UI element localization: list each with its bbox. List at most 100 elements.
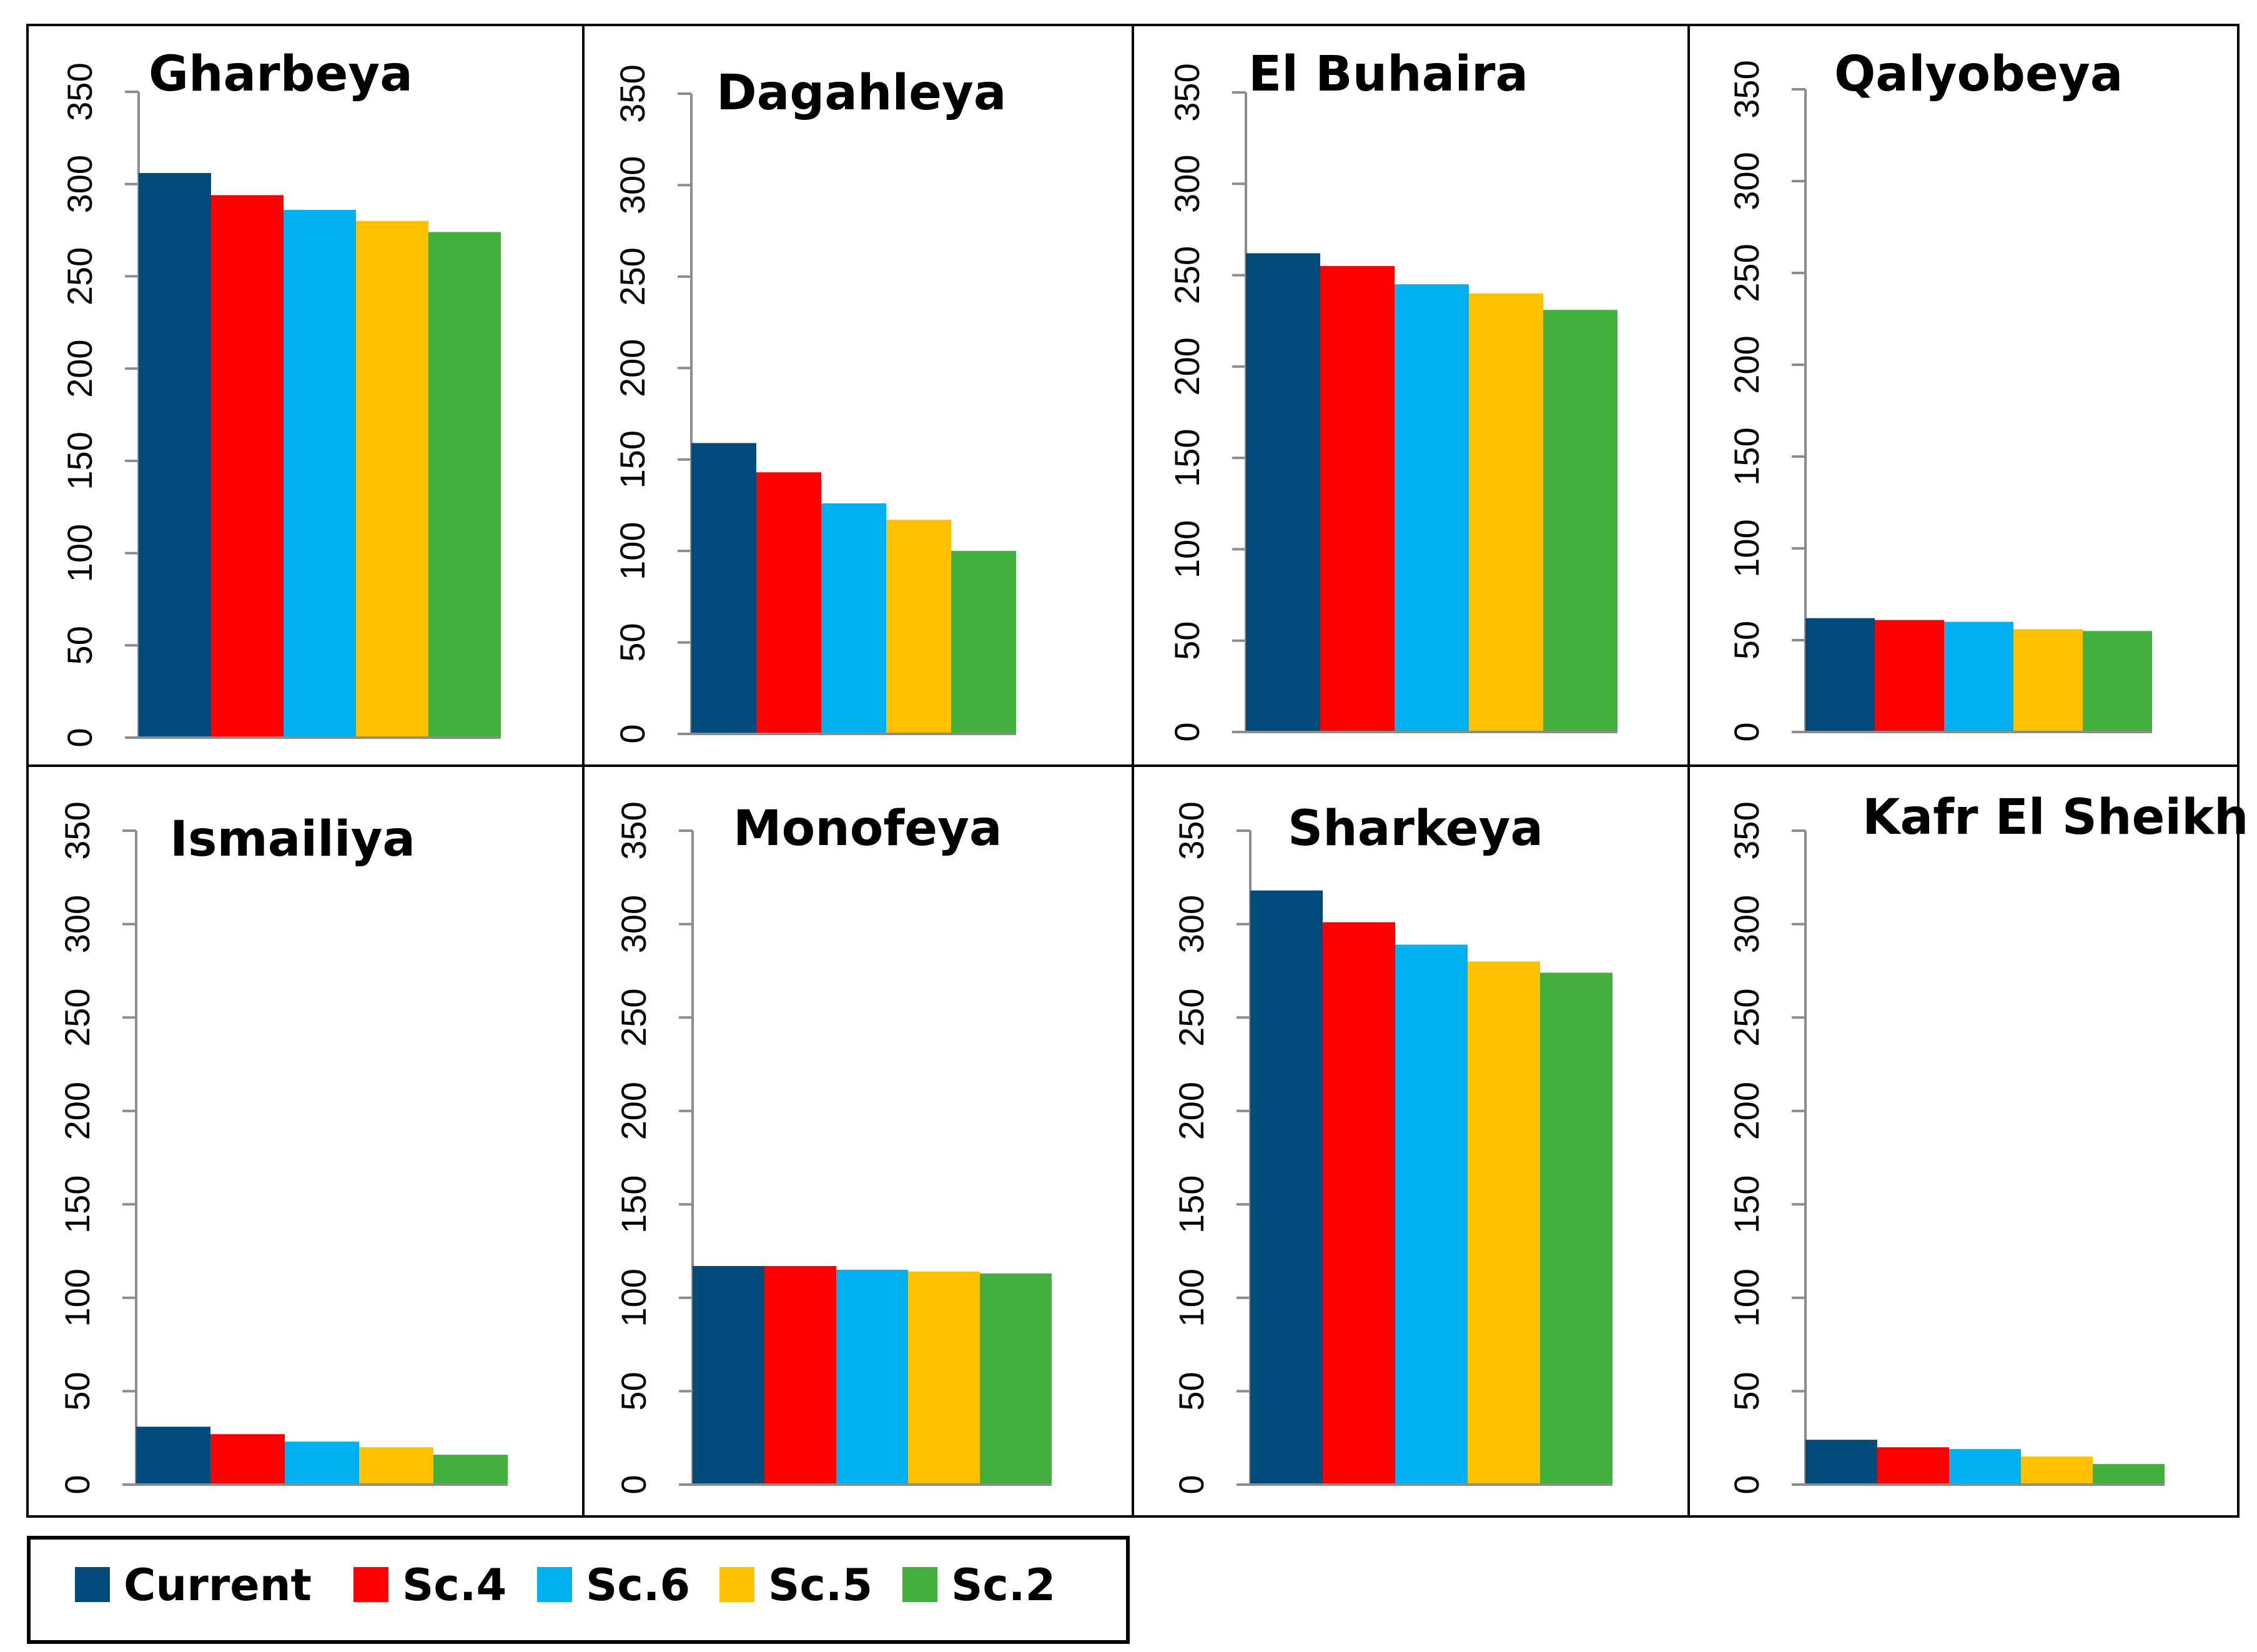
bar-dagahleya-sc-6 [821,503,886,734]
y-tick-label: 350 [57,801,97,859]
legend-swatch [75,1567,110,1602]
legend-label: Sc.4 [402,1560,506,1611]
bar-monofeya-sc-4 [764,1266,836,1485]
y-tick-label: 200 [1727,1082,1766,1140]
bar-sharkeya-sc-4 [1323,922,1395,1485]
y-tick-label: 100 [614,1269,653,1327]
legend-swatch [902,1567,937,1602]
panel-title: Dagahleya [716,65,1007,121]
panel-kafr-el-sheikh: 0 50 100 150 200 250 300 350 Kafr El Sheikh [1727,789,2249,1495]
y-tick-label: 150 [613,430,652,488]
y-tick-label: 150 [1727,427,1766,485]
bar-sharkeya-sc-5 [1468,961,1540,1485]
y-tick-label: 50 [1167,621,1207,660]
y-tick-label: 250 [1727,988,1766,1046]
y-tick-label: 0 [1167,722,1207,741]
y-tick-label: 50 [1727,1372,1766,1410]
y-tick-label: 0 [1727,1475,1766,1494]
panel-monofeya: 0 50 100 150 200 250 300 350 Monofeya [614,801,1052,1495]
bar-dagahleya-current [691,443,756,734]
y-tick-label: 350 [60,62,99,121]
y-tick-label: 0 [60,728,99,747]
y-tick-label: 350 [1727,60,1766,118]
panel-title: Monofeya [733,801,1002,857]
y-tick-label: 250 [1727,244,1766,302]
bar-qalyobeya-sc-6 [1944,621,2013,732]
bar-kafr-el-sheikh-current [1805,1440,1877,1485]
bar-dagahleya-sc-5 [886,520,951,734]
bar-el-buhaira-sc-4 [1320,265,1395,732]
legend-item-sc-4: Sc.4 [353,1560,506,1611]
y-tick-label: 300 [1172,895,1211,953]
legend-label: Sc.6 [586,1560,690,1611]
legend-item-sc-2: Sc.2 [902,1560,1055,1611]
bar-monofeya-sc-6 [836,1269,908,1485]
legend-box: Current Sc.4 Sc.6 Sc.5 Sc.2 [27,1536,1130,1644]
y-tick-label: 50 [60,626,99,665]
bar-el-buhaira-current [1246,253,1320,732]
bar-dagahleya-sc-4 [756,472,821,734]
y-tick-label: 150 [57,1175,97,1234]
y-tick-label: 0 [57,1475,97,1494]
legend-border [27,1536,1130,1644]
y-tick-label: 100 [1727,519,1766,577]
legend-item-current: Current [75,1560,312,1611]
bar-gharbeya-sc-4 [211,195,284,738]
bar-gharbeya-current [139,172,211,738]
bar-monofeya-sc-2 [980,1273,1052,1485]
y-tick-label: 200 [60,339,99,397]
legend-label: Current [124,1560,312,1611]
y-tick-label: 250 [57,988,97,1046]
y-tick-label: 200 [1172,1082,1211,1140]
y-tick-label: 150 [1167,428,1207,487]
y-tick-label: 100 [60,524,99,582]
bar-ismailiya-sc-2 [433,1455,508,1485]
panel-sharkeya: 0 50 100 150 200 250 300 350 Sharkeya [1172,801,1612,1495]
legend-label: Sc.5 [768,1560,872,1611]
bar-kafr-el-sheikh-sc-5 [2021,1457,2093,1485]
y-tick-label: 200 [1167,337,1207,395]
legend-item-sc-5: Sc.5 [719,1560,872,1611]
panel-title: Qalyobeya [1834,46,2123,102]
y-tick-label: 0 [614,1475,653,1494]
y-tick-label: 50 [1172,1372,1211,1410]
bar-kafr-el-sheikh-sc-2 [2093,1464,2165,1485]
bar-dagahleya-sc-2 [951,551,1016,734]
bar-kafr-el-sheikh-sc-4 [1877,1447,1949,1485]
panel-el-buhaira: 0 50 100 150 200 250 300 350 El Buhaira [1167,46,1617,742]
bar-el-buhaira-sc-2 [1543,310,1617,732]
bar-qalyobeya-sc-4 [1875,620,1944,732]
bar-gharbeya-sc-6 [284,210,356,738]
bar-monofeya-current [693,1266,764,1485]
y-tick-label: 300 [1727,152,1766,210]
bar-el-buhaira-sc-6 [1395,284,1469,732]
y-tick-label: 200 [1727,335,1766,393]
y-tick-label: 300 [613,156,652,214]
bar-gharbeya-sc-5 [356,220,428,738]
bar-ismailiya-sc-6 [285,1442,359,1485]
y-tick-label: 100 [57,1269,97,1327]
panel-grid-frame [26,24,2240,1518]
y-tick-label: 350 [1167,63,1207,121]
y-tick-label: 200 [614,1082,653,1140]
panel-gharbeya: 0 50 100 150 200 250 300 350 Gharbeya [60,46,501,748]
y-tick-label: 150 [1727,1175,1766,1234]
y-tick-label: 300 [614,895,653,953]
bar-el-buhaira-sc-5 [1469,293,1543,732]
panel-qalyobeya: 0 50 100 150 200 250 300 350 Qalyobeya [1727,46,2152,742]
y-tick-label: 350 [1172,801,1211,859]
y-tick-label: 50 [613,623,652,661]
bar-kafr-el-sheikh-sc-6 [1949,1449,2021,1485]
y-tick-label: 200 [57,1082,97,1140]
bar-qalyobeya-current [1805,618,1875,732]
y-tick-label: 0 [1172,1475,1211,1494]
y-tick-label: 150 [614,1175,653,1234]
bar-qalyobeya-sc-5 [2013,629,2083,732]
bar-ismailiya-sc-4 [210,1434,285,1485]
y-tick-label: 250 [1172,988,1211,1046]
legend: Current Sc.4 Sc.6 Sc.5 Sc.2 [27,1536,1130,1644]
chart-panels: 0 50 100 150 200 250 300 350 Gharbeya 0 50 100 150 20… [26,24,2249,1518]
y-tick-label: 50 [57,1372,97,1410]
y-tick-label: 150 [1172,1175,1211,1234]
